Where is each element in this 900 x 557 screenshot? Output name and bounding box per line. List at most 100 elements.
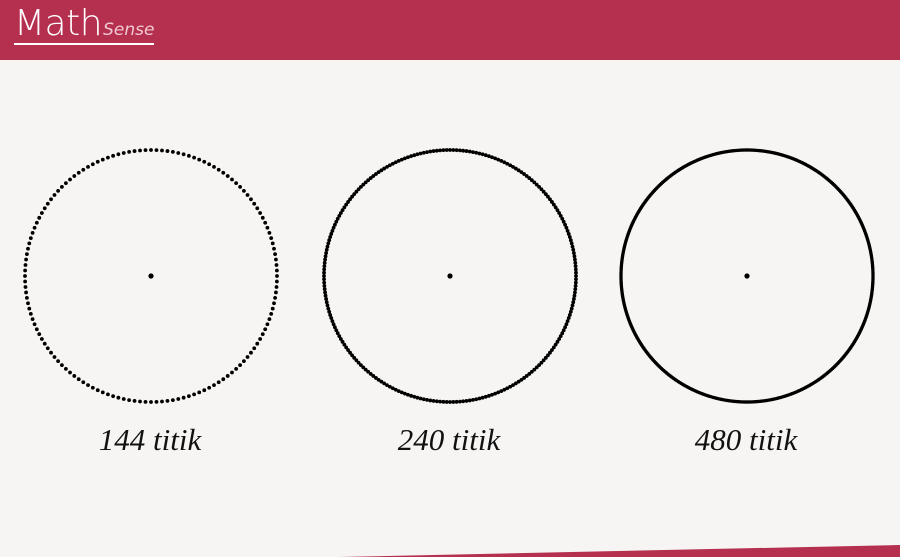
circle-point	[464, 149, 469, 153]
circle-point	[480, 395, 485, 400]
circle-point	[327, 238, 332, 243]
circle-point	[551, 345, 556, 350]
circle-point	[27, 241, 32, 246]
circle-point	[324, 251, 329, 255]
circle-point	[274, 285, 279, 289]
circle-point	[560, 331, 565, 336]
circle-point	[234, 367, 239, 371]
circle-point	[546, 353, 550, 358]
circle-point	[539, 360, 544, 365]
circle-point	[326, 241, 331, 246]
circle-point	[505, 161, 510, 166]
circle-point	[354, 358, 359, 363]
circle-point	[322, 283, 327, 288]
circle-point	[265, 322, 270, 327]
circle-point	[376, 170, 381, 175]
circle-point	[81, 167, 86, 172]
circle-point	[176, 151, 181, 155]
circle-point	[557, 337, 562, 341]
circle-point	[274, 268, 279, 273]
circle-point	[121, 151, 126, 155]
circle-point	[415, 152, 420, 157]
circle-point	[160, 399, 164, 404]
circle-point	[265, 225, 270, 230]
circle-point	[258, 211, 263, 215]
circle-point	[511, 164, 515, 169]
circle-point	[221, 377, 226, 382]
circle-point	[23, 274, 27, 278]
circle-point	[37, 332, 42, 337]
circle-point	[511, 383, 515, 388]
circle-point	[111, 394, 116, 399]
circle-point	[52, 193, 57, 197]
circle-point	[68, 370, 72, 375]
circle-point	[106, 392, 110, 397]
circle-point	[502, 160, 507, 165]
circle-point	[335, 331, 340, 336]
circle-point	[471, 397, 475, 402]
circle-point	[263, 327, 268, 332]
circle-point	[267, 231, 272, 235]
logo-sub-text: Sense	[103, 20, 155, 40]
circle-point	[273, 295, 277, 300]
circle-point	[574, 270, 578, 275]
circle-point	[63, 367, 68, 371]
caption-144: 144 titik	[98, 422, 202, 457]
circle-point	[45, 346, 50, 351]
circle-point	[332, 325, 337, 330]
circle-point	[242, 188, 246, 193]
circle-point	[81, 380, 86, 385]
circle-point	[493, 156, 498, 161]
circle-point	[272, 301, 276, 306]
circle-point	[116, 152, 121, 157]
circle-point	[216, 167, 221, 172]
circle-point	[496, 390, 501, 395]
circle-point	[457, 148, 462, 153]
caption-480: 480 titik	[694, 422, 798, 457]
circle-point	[132, 399, 137, 403]
circle-point	[412, 153, 417, 158]
circle-point	[399, 390, 404, 395]
circle-point	[451, 400, 456, 404]
circle-point	[335, 216, 340, 221]
circle-point	[192, 155, 196, 160]
circle-point	[421, 150, 426, 155]
circle-point	[524, 374, 529, 378]
circle-point	[569, 241, 574, 246]
circle-point	[27, 306, 32, 311]
circle-point	[329, 232, 334, 236]
circle-point	[352, 192, 357, 197]
circle-point	[483, 394, 488, 399]
circle-point	[519, 170, 524, 175]
circle-point	[565, 228, 570, 233]
circle-point	[49, 197, 53, 202]
circle-point	[574, 277, 578, 282]
circle-point	[574, 274, 578, 278]
circle-point	[181, 395, 186, 400]
circle-point	[409, 393, 413, 398]
circle-point	[553, 205, 558, 210]
circle-point	[564, 322, 569, 327]
circle-point	[513, 166, 518, 171]
circle-point	[567, 313, 572, 317]
circle-point	[37, 215, 42, 220]
circle-point	[573, 267, 578, 272]
circle-point	[230, 177, 234, 182]
circle-point	[399, 157, 404, 162]
circle-point	[516, 168, 521, 173]
circle-point	[346, 200, 350, 204]
circle-point	[116, 395, 121, 400]
circle-point	[68, 177, 72, 182]
circle-point	[255, 206, 260, 211]
circle-point	[334, 219, 339, 224]
circle-point	[490, 155, 494, 160]
circle-point	[337, 334, 342, 339]
circle-point	[573, 283, 578, 288]
circle-point	[573, 280, 578, 285]
circle-point	[249, 197, 253, 202]
circle-point	[42, 341, 47, 346]
circle-point	[274, 290, 278, 295]
caption-240: 240 titik	[397, 422, 501, 457]
circle-point	[352, 355, 357, 360]
circle-point	[252, 346, 257, 351]
